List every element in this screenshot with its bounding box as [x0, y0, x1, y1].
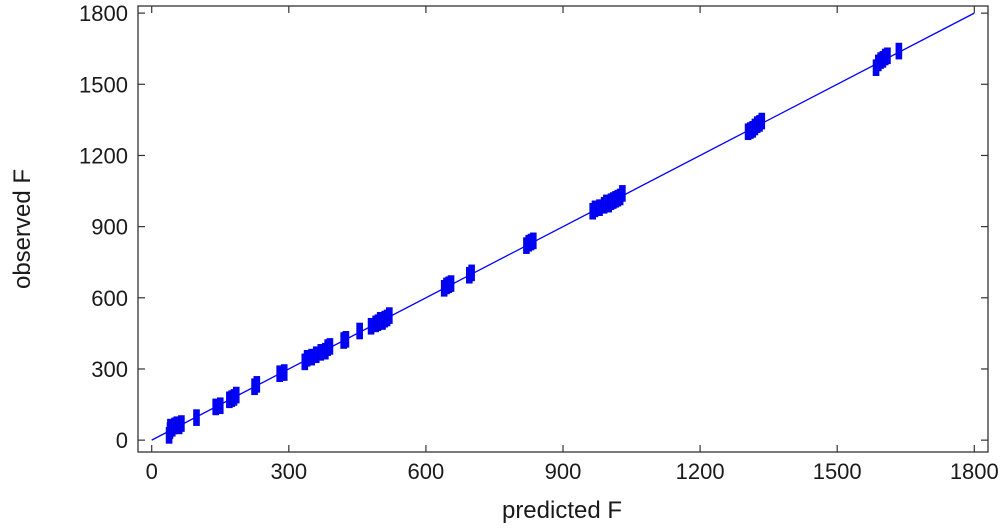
x-tick-label: 1500 [813, 459, 862, 484]
x-axis-label: predicted F [502, 497, 622, 524]
data-point [178, 415, 185, 432]
axis-ticks: 0 300 600 900 1200 1500 1800 0 300 600 900 1200 1500… [79, 1, 999, 484]
plot-area [137, 5, 989, 453]
y-axis-label: observed F [9, 169, 36, 289]
data-point [529, 232, 537, 250]
data-point [468, 264, 475, 282]
x-tick-label: 1200 [676, 459, 725, 484]
x-tick-label: 900 [545, 459, 582, 484]
data-point [386, 307, 393, 324]
data-point [342, 331, 350, 348]
y-tick-label: 900 [91, 215, 128, 240]
x-tick-label: 300 [270, 459, 307, 484]
data-point [356, 322, 363, 340]
data-point [253, 376, 261, 393]
y-tick-label: 300 [91, 357, 128, 382]
data-point [326, 338, 334, 355]
data-point [619, 185, 626, 202]
x-tick-label: 600 [408, 459, 445, 484]
y-tick-label: 1200 [79, 143, 128, 168]
x-tick-label: 1800 [950, 459, 999, 484]
data-point [193, 409, 200, 426]
y-tick-label: 1800 [79, 1, 128, 26]
data-point [216, 397, 224, 415]
y-tick-label: 0 [116, 428, 128, 453]
data-point [447, 275, 455, 292]
data-point [895, 42, 903, 60]
x-tick-label: 0 [146, 459, 158, 484]
data-point [280, 364, 288, 381]
data-point [884, 47, 891, 65]
data-point [232, 386, 240, 404]
y-tick-label: 1500 [79, 72, 128, 97]
identity-line [151, 12, 975, 441]
y-tick-label: 600 [91, 286, 128, 311]
data-point [758, 112, 766, 130]
